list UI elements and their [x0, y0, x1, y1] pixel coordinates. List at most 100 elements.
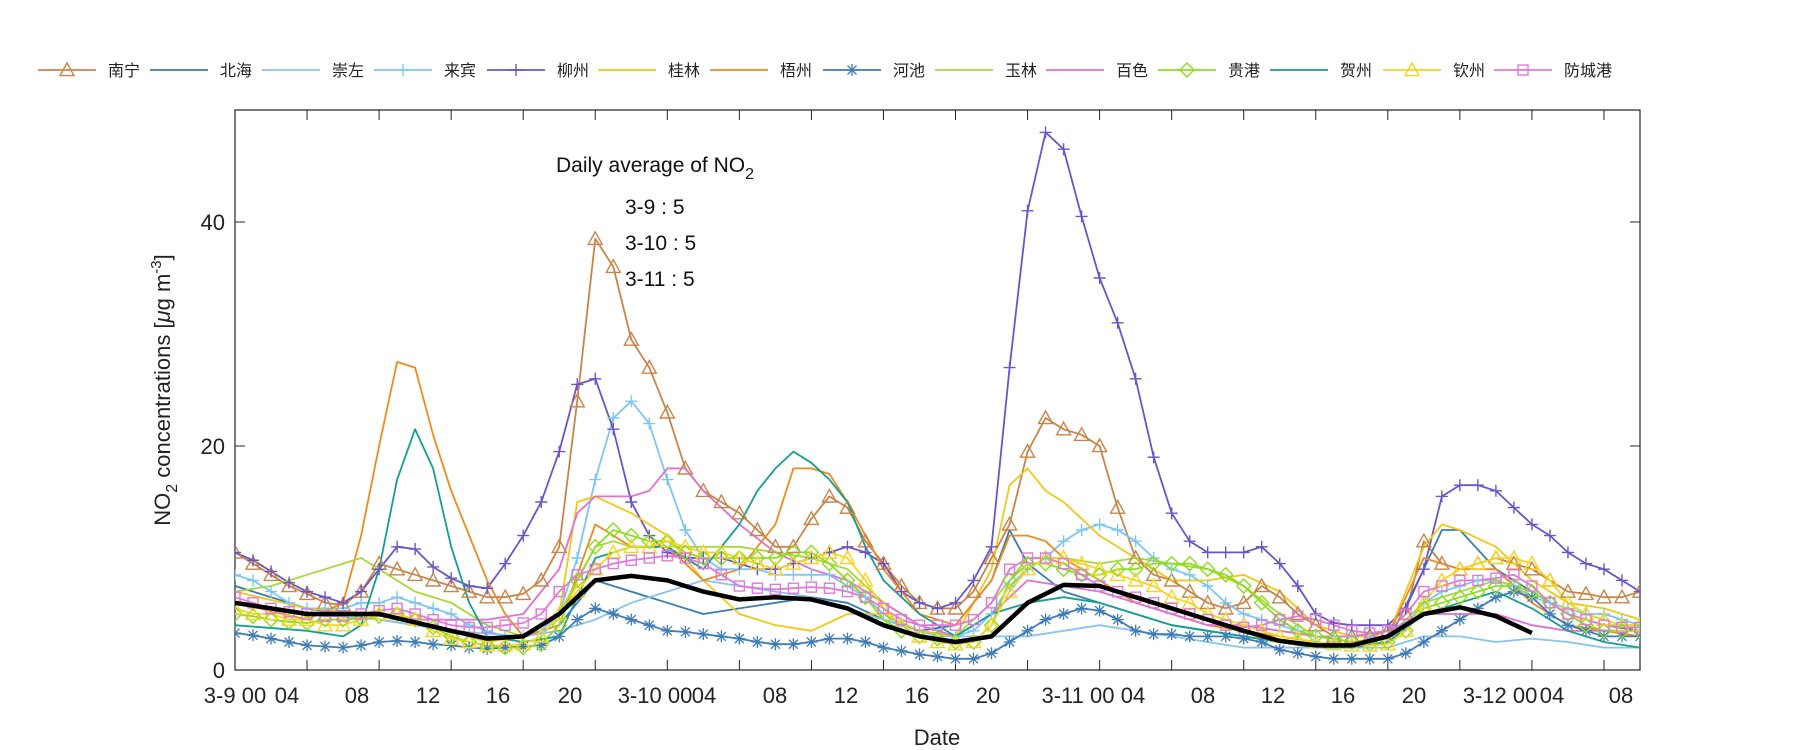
- data-point-河池: [247, 629, 260, 642]
- data-point-柳州: [301, 585, 314, 598]
- data-point-来宾: [805, 568, 818, 581]
- data-point-南宁: [677, 459, 694, 475]
- data-point-来宾: [1489, 574, 1502, 587]
- data-point-南宁: [947, 599, 964, 615]
- data-point-防城港: [517, 617, 529, 629]
- data-point-河池: [643, 619, 656, 632]
- data-point-防城港: [625, 554, 637, 566]
- x-tick-label: 08: [1191, 683, 1215, 708]
- data-point-柳州: [1255, 540, 1268, 553]
- data-point-柳州: [1543, 529, 1556, 542]
- data-point-河池: [1219, 630, 1232, 643]
- data-point-河池: [1327, 652, 1340, 665]
- data-point-来宾: [643, 417, 656, 430]
- data-point-防城港: [1436, 580, 1448, 592]
- data-point-钦州: [1523, 555, 1541, 570]
- data-point-河池: [1543, 608, 1556, 620]
- data-point-防城港: [1400, 608, 1412, 620]
- data-point-河池: [1489, 591, 1502, 604]
- data-point-来宾: [859, 591, 872, 604]
- data-point-贵港: [497, 639, 514, 656]
- legend-marker: [397, 64, 409, 76]
- data-point-河池: [1597, 630, 1610, 643]
- data-point-防城港: [571, 569, 583, 581]
- data-point-钦州: [1361, 636, 1378, 652]
- data-point-防城港: [1616, 621, 1628, 634]
- data-point-柳州: [1129, 372, 1142, 385]
- data-point-河池: [589, 602, 602, 615]
- data-point-防城港: [679, 552, 692, 564]
- legend-item-贵港: 贵港: [1158, 62, 1260, 80]
- legend-item-玉林: 玉林: [935, 62, 1037, 80]
- x-tick-label: 04: [692, 683, 716, 708]
- data-point-贵港: [551, 617, 568, 634]
- data-point-南宁: [497, 588, 514, 604]
- data-point-柳州: [283, 576, 296, 589]
- data-point-南宁: [244, 555, 262, 570]
- data-point-河池: [715, 630, 728, 643]
- data-point-柳州: [607, 423, 620, 436]
- data-point-防城港: [1346, 625, 1358, 637]
- data-point-河池: [517, 640, 530, 653]
- data-point-钦州: [731, 549, 748, 565]
- data-point-柳州: [877, 557, 890, 570]
- data-point-南宁: [821, 487, 838, 503]
- data-point-柳州: [1111, 316, 1124, 329]
- data-point-防城港: [859, 591, 872, 603]
- x-tick-label: 3-12 00: [1463, 683, 1538, 708]
- data-point-来宾: [1201, 580, 1214, 592]
- data-point-贵港: [1091, 566, 1108, 583]
- data-point-来宾: [481, 624, 494, 637]
- data-point-贵港: [263, 611, 280, 628]
- data-point-贵港: [235, 606, 243, 622]
- data-point-柳州: [1579, 557, 1592, 570]
- x-axis-title: Date: [914, 725, 960, 750]
- legend-marker: [1179, 62, 1195, 78]
- data-point-柳州: [895, 585, 908, 598]
- data-point-南宁: [1091, 437, 1108, 453]
- data-point-河池: [877, 641, 890, 654]
- data-point-河池: [1021, 624, 1034, 637]
- data-point-来宾: [1147, 552, 1160, 564]
- data-point-防城港: [877, 602, 890, 615]
- data-point-河池: [553, 630, 566, 643]
- x-tick-label: 08: [1609, 683, 1633, 708]
- data-point-河池: [1093, 604, 1106, 617]
- data-point-贵港: [641, 533, 658, 550]
- data-point-柳州: [1273, 557, 1286, 570]
- data-point-柳州: [859, 546, 872, 559]
- data-point-柳州: [949, 596, 962, 609]
- data-point-柳州: [1093, 272, 1106, 284]
- legend-marker: [846, 64, 858, 76]
- data-point-钦州: [497, 636, 514, 652]
- data-point-来宾: [427, 602, 440, 615]
- data-point-钦州: [1631, 616, 1640, 632]
- data-point-防城港: [949, 619, 962, 631]
- data-point-河池: [265, 632, 278, 645]
- data-point-防城港: [1562, 608, 1574, 620]
- data-point-防城港: [967, 613, 980, 626]
- data-point-钦州: [280, 611, 298, 626]
- data-point-来宾: [247, 574, 260, 587]
- data-point-柳州: [1165, 507, 1178, 520]
- data-point-钦州: [235, 599, 244, 615]
- data-point-柳州: [1634, 585, 1640, 598]
- x-tick-label: 04: [275, 683, 299, 708]
- data-point-河池: [1165, 628, 1178, 641]
- data-point-南宁: [551, 538, 568, 554]
- legend-item-桂林: 桂林: [598, 62, 700, 80]
- data-point-河池: [1525, 591, 1538, 604]
- y-tick-label: 20: [201, 434, 225, 459]
- data-point-防城港: [733, 580, 746, 592]
- data-point-河池: [1129, 624, 1142, 637]
- data-point-河池: [1417, 636, 1430, 648]
- data-point-南宁: [1595, 588, 1613, 604]
- data-point-南宁: [533, 571, 550, 587]
- x-tick-label: 20: [1402, 683, 1426, 708]
- legend-label: 钦州: [1453, 62, 1485, 80]
- data-point-柳州: [535, 496, 548, 508]
- legend-label: 南宁: [108, 62, 140, 80]
- legend-item-南宁: 南宁: [38, 61, 140, 80]
- data-point-防城港: [1364, 627, 1376, 639]
- data-point-柳州: [445, 572, 458, 585]
